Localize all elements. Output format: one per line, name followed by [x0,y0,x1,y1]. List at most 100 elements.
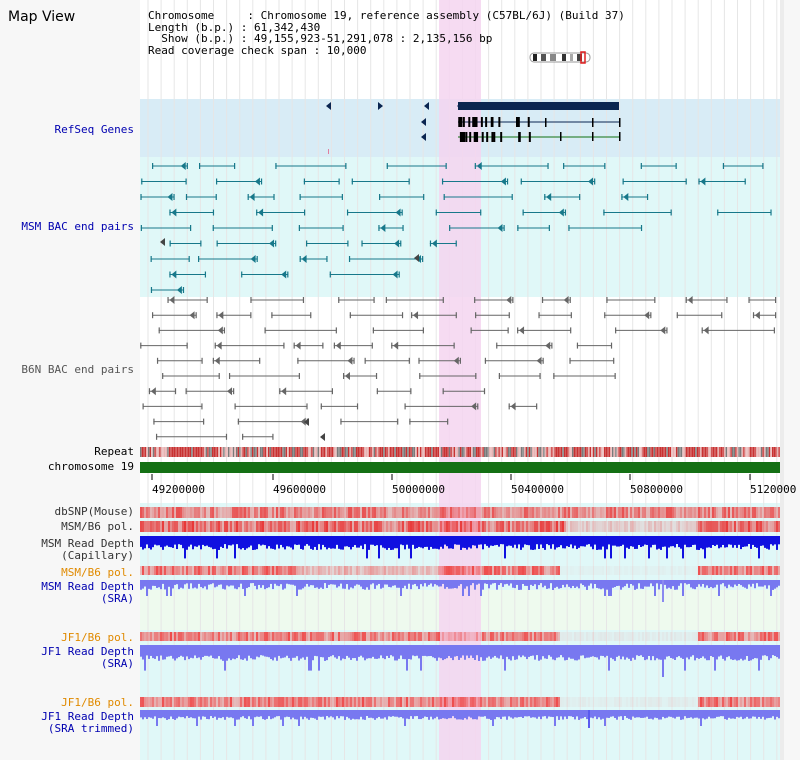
read-depth-bar [622,645,624,657]
read-depth-bar [238,645,240,656]
read-depth-bar [706,710,708,719]
bac-end [287,271,289,278]
polymorphism-cell [560,566,562,575]
polymorphism-cell [330,697,332,707]
bac-arrow [335,341,341,350]
read-depth-bar [682,645,684,659]
read-depth-bar [408,645,410,659]
bac-end [345,163,347,169]
polymorphism-cell [742,697,744,707]
read-depth-bar [614,710,616,718]
bac-end [474,297,476,303]
polymorphism-cell [536,632,538,641]
polymorphism-cell [342,632,344,641]
polymorphism-cell [568,521,570,532]
polymorphism-cell [328,521,330,532]
polymorphism-cell [530,632,532,641]
read-depth-bar [240,645,242,660]
read-depth-bar [450,536,452,549]
repeat-element [432,447,435,457]
read-depth-bar [200,710,202,720]
read-depth-bar [212,580,214,584]
polymorphism-cell [456,632,458,641]
polymorphism-cell [234,632,236,641]
polymorphism-cell [150,521,152,532]
read-depth-bar [630,536,632,547]
polymorphism-cell [758,697,760,707]
polymorphism-cell [646,521,648,532]
repeat-element [548,447,550,457]
polymorphism-cell [476,697,478,707]
read-depth-bar [466,536,468,550]
bac-end [260,178,263,185]
polymorphism-cell [272,632,274,641]
polymorphism-cell [560,632,562,641]
polymorphism-cell [274,632,276,641]
read-depth-bar [534,536,536,550]
polymorphism-cell [386,507,388,518]
polymorphism-cell [674,632,676,641]
read-depth-bar [606,645,608,656]
read-depth-bar [590,580,592,584]
bac-end [216,312,218,319]
read-depth-bar [472,710,474,720]
read-depth-bar [418,536,420,547]
polymorphism-cell [510,521,512,532]
bac-end [443,194,445,200]
read-depth-bar [552,645,554,660]
polymorphism-cell [410,507,412,518]
read-depth-bar [442,645,444,661]
polymorphism-cell [516,521,518,532]
read-depth-bar [254,580,256,586]
read-depth-bar [230,710,232,718]
read-depth-bar [312,710,314,718]
read-depth-bar [732,580,734,588]
polymorphism-cell [598,632,600,641]
read-depth-bar [448,580,450,589]
polymorphism-cell [744,697,746,707]
bac-end [551,342,553,349]
repeat-element [165,447,167,457]
repeat-element [482,447,484,457]
polymorphism-cell [356,507,358,518]
repeat-element [463,447,465,457]
gene-exon [462,117,465,127]
read-depth-bar [224,580,226,590]
polymorphism-cell [408,521,410,532]
polymorphism-cell [330,566,332,575]
polymorphism-cell [254,521,256,532]
repeat-element [436,447,438,457]
read-depth-bar [498,710,500,718]
polymorphism-cell [306,521,308,532]
track-label-jf1-depth: JF1 Read Depth (SRA) [41,646,134,670]
polymorphism-cell [186,632,188,641]
repeat-element [616,447,619,457]
polymorphism-cell [510,697,512,707]
bac-end [200,240,202,247]
bac-end [579,194,581,200]
polymorphism-cell [376,632,378,641]
polymorphism-cell [714,507,716,518]
polymorphism-cell [564,507,566,518]
gene-exon [469,132,472,142]
repeat-element [388,447,390,457]
read-depth-bar [178,536,180,545]
read-depth-bar [284,710,286,718]
polymorphism-cell [460,632,462,641]
repeat-element [664,447,667,457]
polymorphism-cell [702,697,704,707]
polymorphism-cell [564,566,566,575]
polymorphism-cell [706,521,708,532]
polymorphism-cell [332,507,334,518]
read-depth-bar [340,645,342,661]
repeat-element [373,447,375,457]
bac-end [169,240,171,247]
repeat-element [628,447,630,457]
repeat-element [680,447,683,457]
ideogram[interactable] [529,52,591,64]
polymorphism-cell [452,566,454,575]
read-depth-bar [616,710,618,720]
repeat-element [719,447,721,457]
polymorphism-cell [640,697,642,707]
